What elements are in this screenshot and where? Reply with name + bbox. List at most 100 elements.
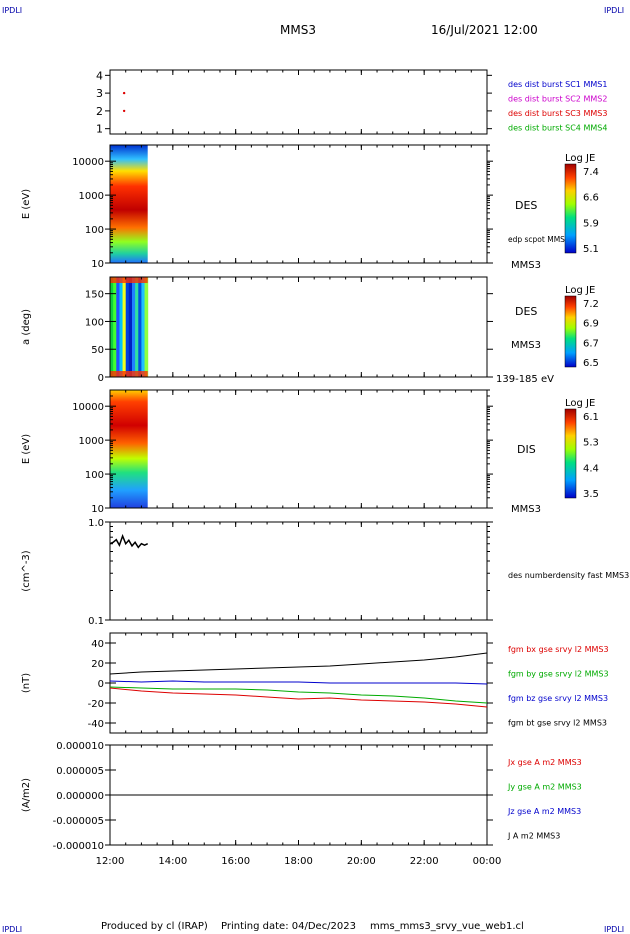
- legend-label: des dist burst SC3 MMS3: [508, 109, 607, 118]
- panel-frame: [109, 144, 488, 264]
- y-tick-label: 4: [96, 69, 103, 82]
- colorbar-tick-label: 5.1: [583, 244, 599, 255]
- footer-filename: mms_mms3_srvy_vue_web1.cl: [370, 921, 524, 932]
- data-point: [122, 91, 126, 95]
- pitch-column: [116, 277, 120, 377]
- y-tick-label: 1.0: [88, 518, 104, 529]
- time-tick-label: 16:00: [221, 856, 250, 867]
- legend-label: des dist burst SC4 MMS4: [508, 124, 607, 133]
- pitch-column: [125, 277, 130, 377]
- corner-label-bl: IPDLI: [2, 925, 22, 934]
- y-tick-label: 100: [85, 470, 104, 481]
- y-tick-label: -20: [88, 699, 104, 710]
- y-tick-label: 1000: [79, 191, 104, 202]
- pitch-column: [131, 277, 136, 377]
- y-axis-label: E (eV): [21, 434, 32, 464]
- instrument-label: DIS: [517, 443, 536, 456]
- colorbar-tick-label: 7.2: [583, 299, 599, 310]
- time-tick-label: 22:00: [410, 856, 439, 867]
- y-tick-label: -0.000005: [53, 816, 104, 827]
- y-tick-label: 0: [98, 679, 104, 690]
- panel-frame: [109, 521, 488, 621]
- colorbar-tick-label: 6.1: [583, 412, 599, 423]
- y-tick-label: -0.000010: [53, 841, 104, 852]
- y-tick-label: 10000: [72, 402, 104, 413]
- y-tick-label: 1000: [79, 436, 104, 447]
- colorbar-title: Log JE: [565, 398, 595, 409]
- panel-p2: 10 100 1000 10000 E (eV) DES edp scpot MMS3 MMS…: [21, 144, 599, 271]
- series-label: fgm bx gse srvy l2 MMS3: [508, 645, 609, 654]
- y-tick-label: 40: [91, 639, 104, 650]
- colorbar-title: Log JE: [565, 153, 595, 164]
- y-axis-label: a (deg): [21, 309, 32, 345]
- series-line: [109, 680, 488, 685]
- colorbar-tick-label: 3.5: [583, 489, 599, 500]
- colorbar-tick-label: 6.5: [583, 358, 599, 369]
- colorbar-tick-label: 7.4: [583, 167, 599, 178]
- data-point: [122, 109, 126, 113]
- y-tick-label: 0: [98, 373, 104, 384]
- pitch-column: [119, 277, 124, 377]
- overlay-label: edp scpot MMS3: [508, 235, 570, 244]
- panel-frame: [109, 389, 488, 509]
- y-tick-label: 3: [96, 87, 103, 100]
- time-tick-label: 20:00: [347, 856, 376, 867]
- series-label: Jz gse A m2 MMS3: [507, 807, 581, 816]
- instrument-label: DES: [515, 305, 537, 318]
- y-tick-label: 0.1: [88, 616, 104, 627]
- y-axis-label: (cm^-3): [21, 550, 32, 591]
- instrument-label: DES: [515, 199, 537, 212]
- mission-title: MMS3: [280, 23, 316, 37]
- corner-label-tl: IPDLI: [2, 6, 22, 15]
- colorbar: [564, 295, 577, 368]
- corner-label-br: IPDLI: [604, 925, 624, 934]
- colorbar-tick-label: 5.3: [583, 438, 599, 449]
- series-label: Jx gse A m2 MMS3: [507, 758, 582, 767]
- y-tick-label: 0.000010: [56, 741, 104, 752]
- time-tick-label: 12:00: [96, 856, 125, 867]
- pitch-column: [128, 277, 133, 377]
- series-label: J A m2 MMS3: [507, 832, 560, 841]
- colorbar-tick-label: 5.9: [583, 218, 599, 229]
- y-tick-label: 10: [91, 504, 104, 515]
- series-line: [109, 533, 149, 549]
- y-tick-label: 150: [85, 290, 104, 301]
- y-tick-label: 20: [91, 659, 104, 670]
- energy-range-label: 139-185 eV: [496, 374, 554, 385]
- footer-produced-by: Produced by cl (IRAP): [101, 921, 208, 932]
- legend-label: des dist burst SC2 MMS2: [508, 95, 607, 104]
- y-tick-label: 0.000005: [56, 766, 104, 777]
- panels: 1 2 3 4 des dist burst SC1 MMS1 des dist burs…: [21, 69, 629, 867]
- y-tick-label: 1: [96, 123, 103, 136]
- series-label: fgm bz gse srvy l2 MMS3: [508, 694, 608, 703]
- time-tick-label: 00:00: [473, 856, 502, 867]
- footer-printing-date: Printing date: 04/Dec/2023: [221, 921, 356, 932]
- spectrogram: [110, 145, 148, 263]
- y-tick-label: -40: [88, 719, 104, 730]
- pitch-column: [141, 277, 146, 377]
- pitch-column: [144, 277, 149, 377]
- y-tick-label: 100: [85, 317, 104, 328]
- panel-frame: [109, 276, 488, 378]
- legend-label: des dist burst SC1 MMS1: [508, 80, 607, 89]
- colorbar-tick-label: 6.9: [583, 319, 599, 330]
- colorbar-tick-label: 6.7: [583, 338, 599, 349]
- panel-p3: 0 50 100 150 a (deg) DES MMS3 139-185 eV Log JE 7…: [21, 276, 599, 385]
- y-tick-label: 100: [85, 225, 104, 236]
- y-axis-label: (A/m2): [21, 778, 32, 812]
- y-tick-label: 10000: [72, 157, 104, 168]
- spacecraft-label: MMS3: [511, 504, 541, 515]
- series-line: [109, 686, 488, 704]
- colorbar-tick-label: 6.6: [583, 193, 599, 204]
- time-tick-label: 18:00: [284, 856, 313, 867]
- series-line: [109, 652, 488, 675]
- pitch-edge-top: [110, 277, 148, 283]
- spacecraft-label: MMS3: [511, 260, 541, 271]
- y-tick-label: 10: [91, 259, 104, 270]
- y-axis-label: E (eV): [21, 189, 32, 219]
- panel-p7: 0.000010 0.000005 0.000000 -0.000005 -0.0000…: [21, 741, 582, 852]
- y-tick-label: 0.000000: [56, 791, 104, 802]
- pitch-edge-bottom: [110, 371, 148, 377]
- time-tick-label: 14:00: [158, 856, 187, 867]
